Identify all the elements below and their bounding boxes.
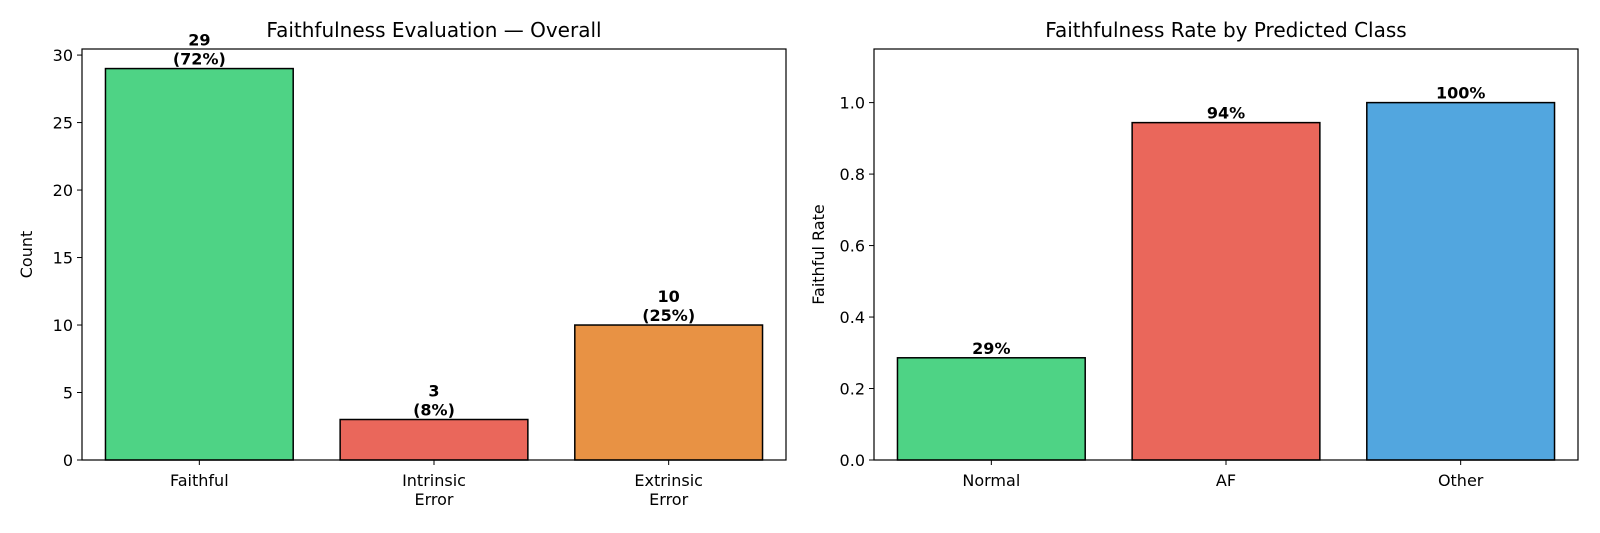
by-class-xtick-label-2-0: Other [1438,471,1484,490]
overall-ytick-label-5: 25 [53,114,73,133]
overall-xtick-label-2-1: Error [649,490,688,509]
overall-xtick-label-2-0: Extrinsic [634,471,703,490]
by-class-bar-2 [1366,101,1556,461]
by-class-xtick-label-1-0: AF [1216,471,1236,490]
overall-ytick-label-3: 15 [53,249,73,268]
overall-ytick-label-0: 0 [63,451,73,470]
overall-xtick-label-1-1: Error [415,490,454,509]
by-class-ytick-label-4: 0.8 [840,165,865,184]
by-class-bar-1 [1131,121,1321,461]
overall-ytick-label-2: 10 [53,316,73,335]
by-class-bar-0 [896,357,1086,461]
overall-bar-0 [104,67,294,461]
by-class-bar-label-1-0: 94% [1207,104,1245,123]
overall-bar-2 [574,324,764,461]
overall-ylabel: Count [17,231,36,279]
by-class-xtick-label-0-0: Normal [962,471,1020,490]
overall-bar-1 [339,418,529,461]
by-class-ytick-label-5: 1.0 [840,94,865,113]
chart-by-class: Faithfulness Rate by Predicted Class 29% N… [809,18,1579,490]
overall-bar-label-2-0: 10 [658,287,680,306]
overall-ytick-label-4: 20 [53,181,73,200]
overall-bar-label-1-0: 3 [428,382,439,401]
by-class-axes-frame [873,48,1579,461]
by-class-ylabel: Faithful Rate [809,204,828,304]
overall-bar-label-2-1: (25%) [642,306,695,325]
overall-title: Faithfulness Evaluation — Overall [266,18,601,42]
by-class-ytick-label-0: 0.0 [840,451,865,470]
by-class-ytick-label-2: 0.4 [840,308,865,327]
by-class-bar-label-0-0: 29% [972,339,1010,358]
overall-xtick-label-1-0: Intrinsic [402,471,466,490]
overall-bar-label-0-1: (72%) [173,50,226,69]
by-class-ytick-label-3: 0.6 [840,237,865,256]
by-class-bar-label-2-0: 100% [1436,84,1485,103]
chart-overall: Faithfulness Evaluation — Overall 29(72%)… [17,18,787,509]
overall-bar-label-0-0: 29 [188,31,210,50]
overall-xtick-label-0-0: Faithful [170,471,229,490]
overall-axes-frame [81,48,787,461]
by-class-ytick-label-1: 0.2 [840,380,865,399]
by-class-title: Faithfulness Rate by Predicted Class [1045,18,1406,42]
overall-ytick-label-1: 5 [63,384,73,403]
overall-bar-label-1-1: (8%) [413,401,455,420]
overall-ytick-label-6: 30 [53,46,73,65]
